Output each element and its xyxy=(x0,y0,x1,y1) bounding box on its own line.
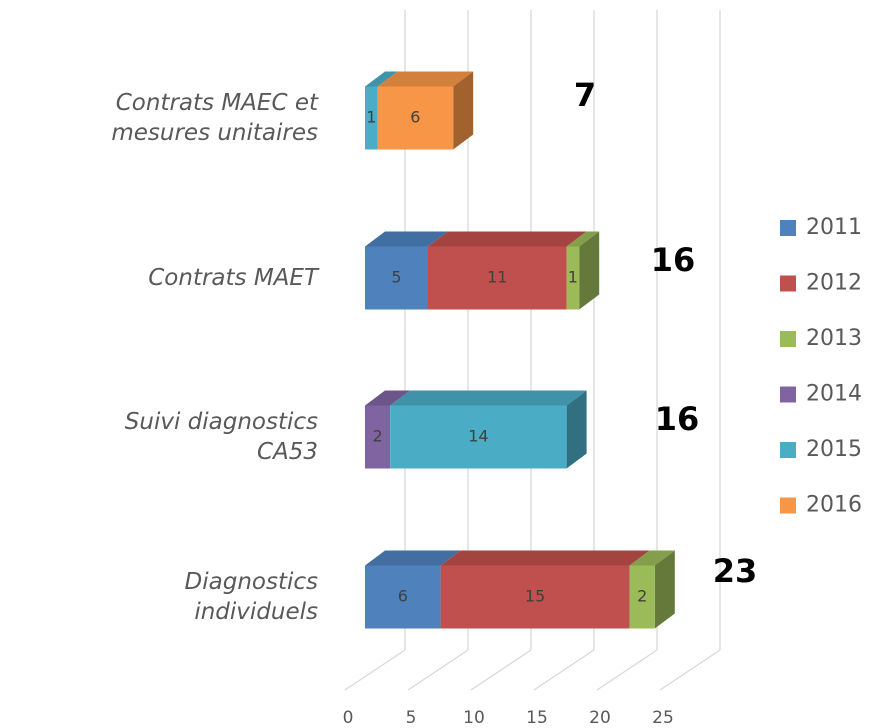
legend-label: 2011 xyxy=(806,215,862,240)
bar-side xyxy=(654,550,675,629)
bar-side xyxy=(579,231,600,310)
x-tick-label: 10 xyxy=(463,708,485,728)
legend-label: 2014 xyxy=(806,382,862,407)
bar-top xyxy=(440,550,650,566)
total-label: 7 xyxy=(574,76,596,114)
bar xyxy=(428,246,567,310)
legend-swatch xyxy=(780,386,796,403)
bar xyxy=(377,86,454,150)
legend-label: 2013 xyxy=(806,326,862,351)
total-label: 16 xyxy=(655,400,700,438)
x-tick-label: 20 xyxy=(589,708,611,728)
bar xyxy=(390,405,567,469)
bar-top xyxy=(629,550,675,566)
bar xyxy=(365,246,428,310)
floor-line xyxy=(407,649,469,691)
category-label: Contrats MAET xyxy=(148,265,318,291)
bar-side xyxy=(566,390,587,469)
bar-top xyxy=(566,231,600,247)
value-label: 15 xyxy=(525,587,545,606)
bar xyxy=(440,565,630,629)
category-label: Contrats MAEC et mesures unitaires xyxy=(111,90,318,146)
value-label: 6 xyxy=(398,587,408,606)
bar-top xyxy=(377,71,474,87)
bar-top xyxy=(390,390,587,406)
bar xyxy=(365,86,378,150)
total-label: 16 xyxy=(651,241,696,279)
floor-line xyxy=(470,649,532,691)
bar-top xyxy=(428,231,587,247)
legend-label: 2015 xyxy=(806,437,862,462)
bar-top xyxy=(365,71,398,87)
floor-line xyxy=(596,649,658,691)
category-label: Diagnostics individuels xyxy=(184,569,318,625)
bar-top xyxy=(365,550,461,566)
value-label: 1 xyxy=(366,108,376,127)
bar-side xyxy=(453,71,474,150)
legend-label: 2012 xyxy=(806,271,862,296)
bar xyxy=(365,405,391,469)
bar-top xyxy=(365,231,448,247)
value-label: 1 xyxy=(568,268,578,287)
value-label: 5 xyxy=(391,268,401,287)
bar xyxy=(629,565,655,629)
bar xyxy=(566,246,580,310)
value-label: 14 xyxy=(468,427,488,446)
legend-swatch xyxy=(780,220,796,236)
total-label: 23 xyxy=(713,552,758,590)
legend-swatch xyxy=(780,442,796,458)
bar xyxy=(365,565,441,629)
legend-label: 2016 xyxy=(806,493,862,518)
bar-top xyxy=(365,390,411,406)
x-tick-label: 15 xyxy=(526,708,548,728)
floor-line xyxy=(659,649,721,691)
value-label: 11 xyxy=(487,268,507,287)
floor-line xyxy=(344,649,406,691)
x-tick-label: 5 xyxy=(406,708,417,728)
value-label: 2 xyxy=(637,587,647,606)
x-tick-label: 25 xyxy=(652,708,674,728)
legend-swatch xyxy=(780,497,796,514)
category-label: Suivi diagnostics CA53 xyxy=(124,409,318,465)
legend-swatch xyxy=(780,331,796,347)
value-label: 2 xyxy=(373,427,383,446)
floor-line xyxy=(533,649,595,691)
x-tick-label: 0 xyxy=(343,708,354,728)
value-label: 6 xyxy=(410,108,420,127)
legend-swatch xyxy=(780,275,796,292)
